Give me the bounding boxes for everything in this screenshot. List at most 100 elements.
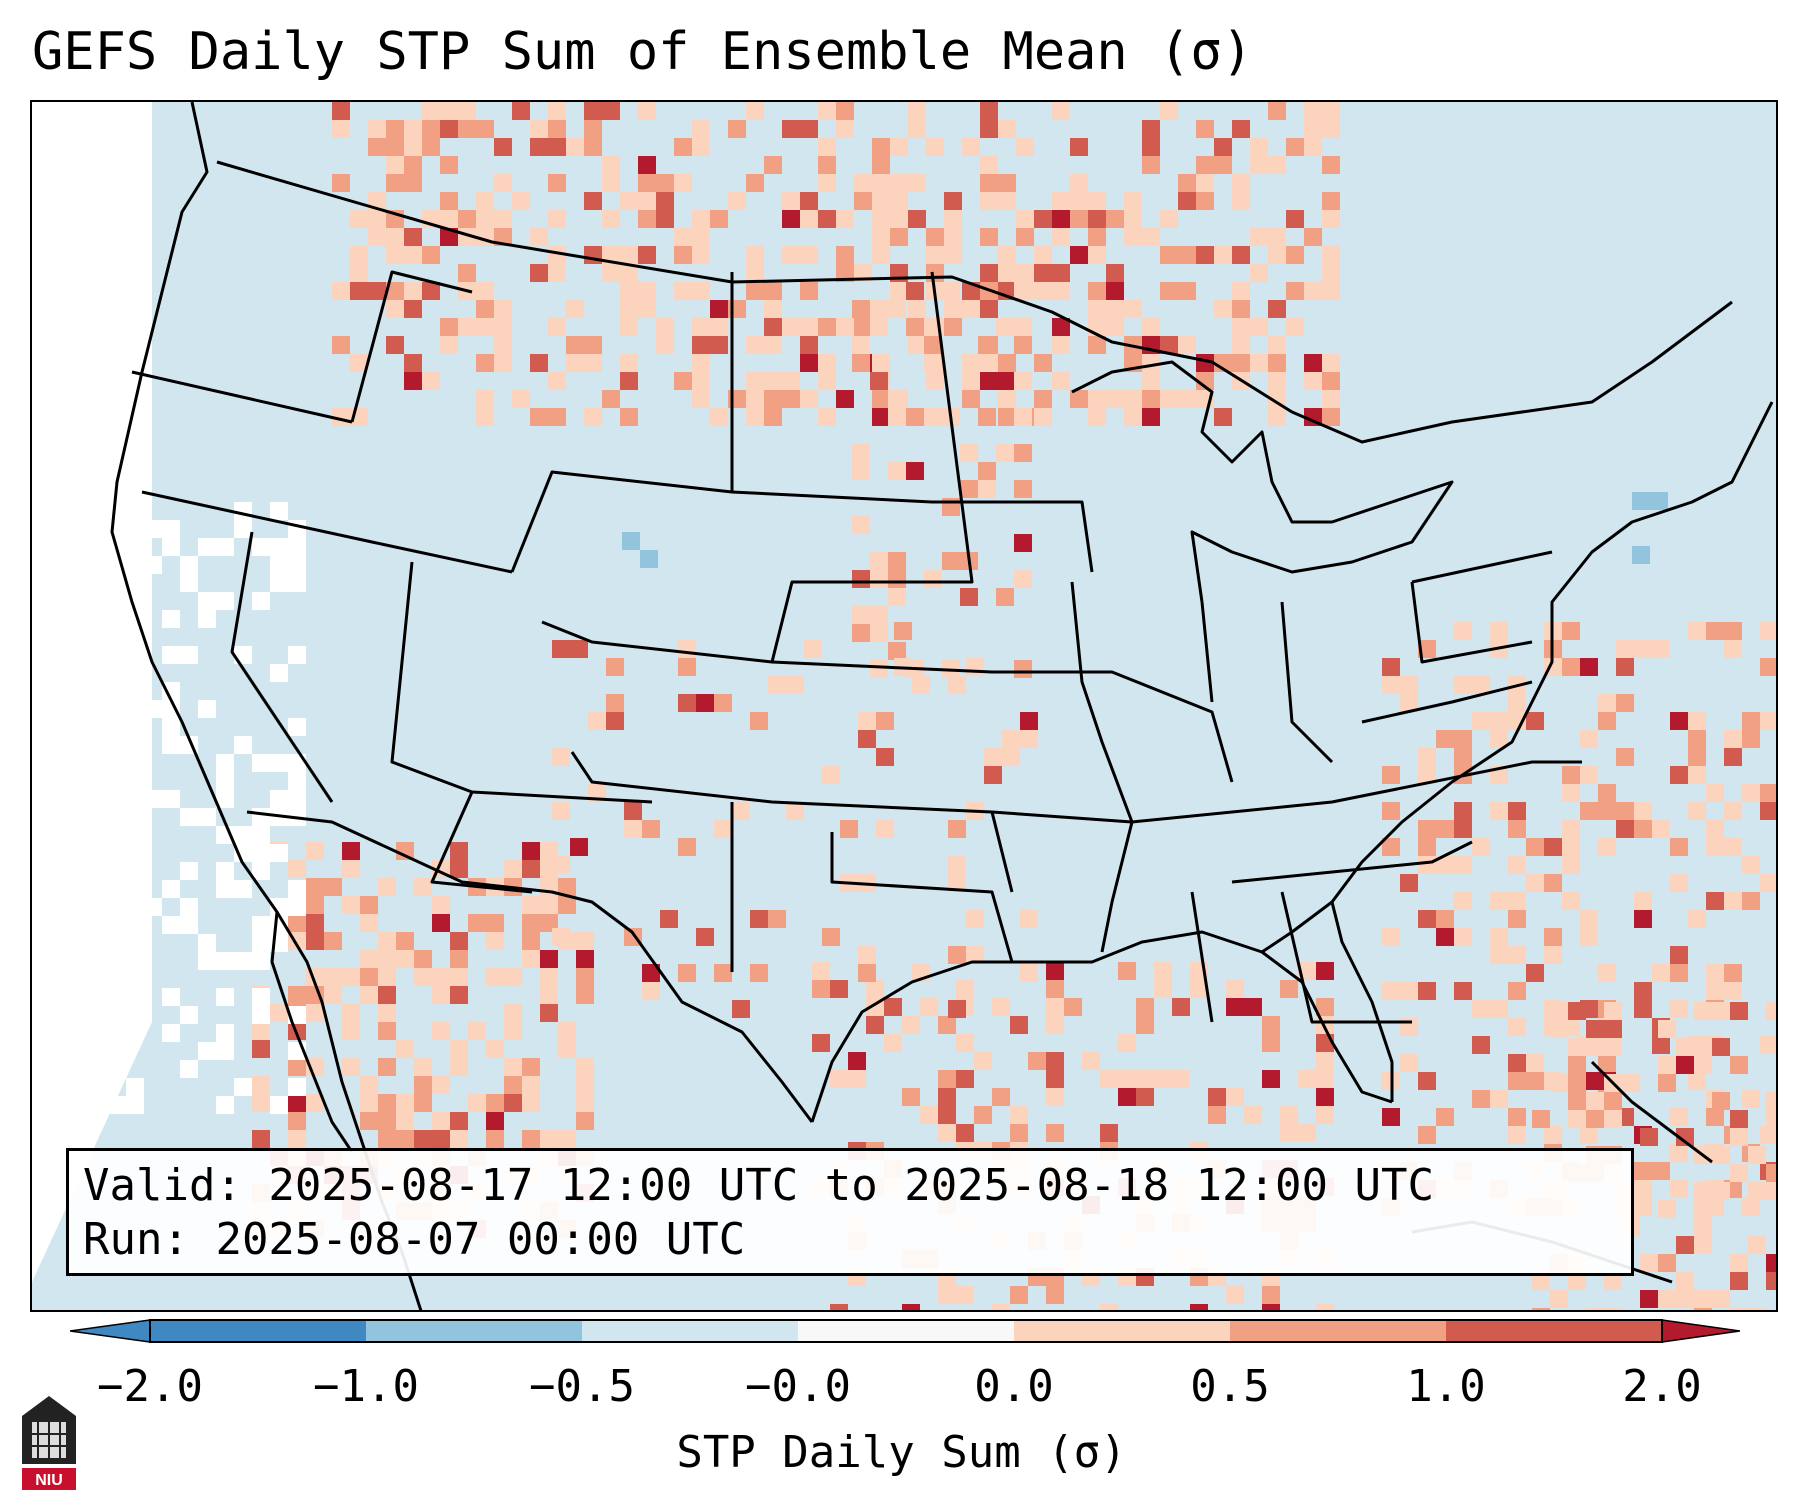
anomaly-cell (764, 300, 782, 318)
anomaly-cell (288, 538, 306, 556)
anomaly-cell (404, 228, 422, 246)
state-line-25 (1361, 680, 1533, 724)
anomaly-cell (1688, 1072, 1706, 1090)
anomaly-cell (876, 712, 894, 730)
anomaly-cell (1568, 1056, 1586, 1074)
anomaly-cell (678, 640, 696, 658)
anomaly-cell (852, 336, 870, 354)
anomaly-cell (108, 574, 126, 592)
anomaly-cell (494, 300, 512, 318)
anomaly-cell (252, 1022, 270, 1040)
anomaly-cell (1142, 138, 1160, 156)
anomaly-cell (782, 210, 800, 228)
anomaly-cell (1562, 838, 1580, 856)
anomaly-cell (1760, 712, 1776, 730)
anomaly-cell (486, 1130, 504, 1148)
west-coastline (110, 102, 423, 1310)
anomaly-cell (252, 1006, 270, 1024)
anomaly-cell (602, 246, 620, 264)
anomaly-cell (558, 1130, 576, 1148)
anomaly-cell (1724, 748, 1742, 766)
anomaly-cell (888, 642, 906, 660)
anomaly-cell (1196, 156, 1214, 174)
anomaly-cell (1280, 1106, 1298, 1124)
anomaly-cell (566, 138, 584, 156)
anomaly-cell (1046, 1286, 1064, 1304)
anomaly-cell (342, 860, 360, 878)
anomaly-cell (1262, 1034, 1280, 1052)
anomaly-cell (540, 950, 558, 968)
anomaly-cell (890, 138, 908, 156)
anomaly-cell (1490, 712, 1508, 730)
anomaly-cell (638, 300, 656, 318)
colorbar-min-extension (70, 1319, 151, 1343)
anomaly-cell (1232, 120, 1250, 138)
anomaly-cell (450, 1058, 468, 1076)
anomaly-cell (1304, 354, 1322, 372)
anomaly-cell (368, 192, 386, 210)
anomaly-cell (966, 946, 984, 964)
anomaly-cell (746, 372, 764, 390)
anomaly-cell (1598, 694, 1616, 712)
anomaly-cell (1052, 372, 1070, 390)
anomaly-cell (566, 336, 584, 354)
anomaly-cell (552, 856, 570, 874)
anomaly-cell (1232, 192, 1250, 210)
anomaly-cell (926, 228, 944, 246)
bahamas-outline (1590, 1060, 1713, 1164)
anomaly-cell (288, 574, 306, 592)
anomaly-cell (1766, 1164, 1776, 1182)
anomaly-cell (996, 588, 1014, 606)
anomaly-cell (1016, 138, 1034, 156)
anomaly-cell (1634, 1180, 1652, 1198)
anomaly-cell (180, 1060, 198, 1078)
anomaly-cell (270, 1096, 288, 1114)
anomaly-cell (180, 898, 198, 916)
anomaly-cell (576, 1058, 594, 1076)
anomaly-cell (674, 372, 692, 390)
anomaly-cell (678, 658, 696, 676)
anomaly-cell (746, 390, 764, 408)
anomaly-cell (884, 1034, 902, 1052)
anomaly-cell (1706, 838, 1724, 856)
anomaly-cell (962, 390, 980, 408)
anomaly-cell (458, 318, 476, 336)
colorbar-label: STP Daily Sum (σ) (676, 1427, 1127, 1478)
anomaly-cell (1724, 982, 1742, 1000)
anomaly-cell (960, 480, 978, 498)
anomaly-cell (1730, 1110, 1748, 1128)
anomaly-cell (978, 462, 996, 480)
anomaly-cell (90, 916, 108, 934)
anomaly-cell (1382, 658, 1400, 676)
anomaly-cell (1766, 1110, 1776, 1128)
colorbar-bin-7 (1446, 1320, 1662, 1342)
anomaly-cell (1742, 1090, 1760, 1108)
anomaly-cell (944, 246, 962, 264)
anomaly-cell (692, 282, 710, 300)
anomaly-cell (1382, 982, 1400, 1000)
anomaly-cell (1232, 174, 1250, 192)
anomaly-cell (714, 694, 732, 712)
anomaly-cell (288, 1112, 306, 1130)
anomaly-cell (1650, 492, 1668, 510)
anomaly-cell (1016, 228, 1034, 246)
anomaly-cell (1418, 856, 1436, 874)
anomaly-cell (1490, 730, 1508, 748)
anomaly-cell (522, 932, 540, 950)
anomaly-cell (1616, 820, 1634, 838)
anomaly-cell (530, 408, 548, 426)
anomaly-cell (90, 610, 108, 628)
anomaly-cell (764, 390, 782, 408)
anomaly-cell (584, 120, 602, 138)
anomaly-cell (1100, 1124, 1118, 1142)
anomaly-cell (1118, 1088, 1136, 1106)
anomaly-cell (908, 174, 926, 192)
anomaly-cell (1190, 1304, 1208, 1310)
anomaly-cell (1562, 820, 1580, 838)
anomaly-cell (450, 1130, 468, 1148)
anomaly-cell (1634, 1000, 1652, 1018)
anomaly-cell (1604, 1110, 1622, 1128)
anomaly-cell (1268, 390, 1286, 408)
anomaly-cell (1616, 748, 1634, 766)
anomaly-cell (1382, 838, 1400, 856)
